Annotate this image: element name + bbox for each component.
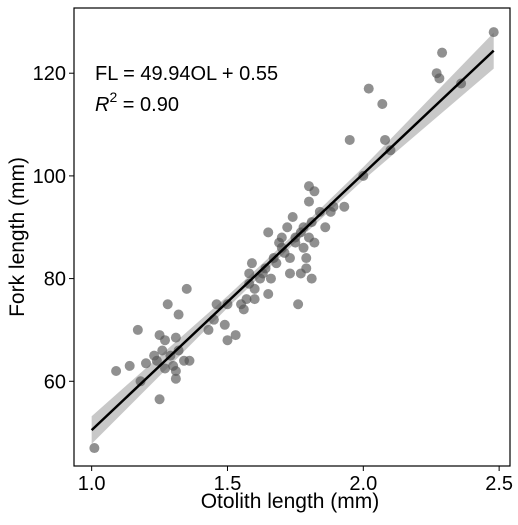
data-point [301, 263, 312, 274]
x-tick-label: 1.5 [214, 473, 242, 495]
y-tick-label: 80 [44, 269, 66, 291]
data-point [377, 99, 388, 110]
data-point [301, 253, 312, 264]
data-point [320, 222, 331, 233]
data-point [293, 299, 304, 310]
data-point [140, 358, 151, 369]
fit-line [90, 49, 495, 432]
data-point [284, 253, 295, 264]
equation: FL = 49.94OL + 0.55 [95, 63, 278, 85]
data-point [222, 335, 233, 346]
data-point [246, 258, 257, 269]
data-point [151, 355, 162, 366]
data-point [282, 222, 293, 233]
data-point [111, 366, 122, 377]
data-point [358, 170, 369, 181]
data-point [434, 73, 445, 84]
data-point [339, 201, 350, 212]
data-point [276, 232, 287, 243]
r-value: = 0.90 [117, 94, 179, 116]
x-tick-label: 2.0 [349, 473, 377, 495]
data-point [306, 273, 317, 284]
data-point [181, 283, 192, 294]
data-point [271, 258, 282, 269]
data-point [249, 294, 260, 305]
data-point [284, 268, 295, 279]
data-point [132, 324, 143, 335]
data-point [184, 355, 195, 366]
data-point [157, 345, 168, 356]
data-point [203, 324, 214, 335]
data-point [173, 309, 184, 320]
data-point [303, 196, 314, 207]
data-point [260, 263, 271, 274]
data-point [173, 345, 184, 356]
data-point [230, 330, 241, 341]
data-point [124, 360, 135, 371]
r-exponent: 2 [109, 89, 117, 105]
data-point [160, 335, 171, 346]
y-tick-label: 120 [33, 63, 66, 85]
data-point [238, 304, 249, 315]
data-point [380, 134, 391, 145]
data-point [314, 206, 325, 217]
data-point [244, 268, 255, 279]
data-point [287, 211, 298, 222]
data-point [170, 366, 181, 377]
data-point [160, 363, 171, 374]
x-axis-label: Otolith length (mm) [201, 490, 380, 513]
x-tick-label: 1.0 [78, 473, 106, 495]
data-point [211, 299, 222, 310]
data-point [222, 299, 233, 310]
data-point [89, 443, 100, 454]
y-tick-label: 60 [44, 371, 66, 393]
x-tick-label: 2.5 [485, 473, 513, 495]
r-squared: R2 = 0.90 [95, 89, 179, 116]
y-axis-label: Fork length (mm) [6, 157, 29, 317]
data-point [170, 373, 181, 384]
data-point [154, 394, 165, 405]
data-point [249, 283, 260, 294]
data-point [385, 145, 396, 156]
data-point [263, 288, 274, 299]
data-point [241, 294, 252, 305]
data-point [344, 134, 355, 145]
data-point [298, 222, 309, 233]
data-point [488, 27, 499, 38]
data-point [170, 332, 181, 343]
data-point [135, 376, 146, 387]
data-point [437, 47, 448, 58]
data-point [309, 186, 320, 197]
data-point [162, 299, 173, 310]
data-point [456, 78, 467, 89]
data-point [298, 242, 309, 253]
data-point [309, 237, 320, 248]
data-point [219, 319, 230, 330]
data-point [265, 273, 276, 284]
r-symbol: R [95, 94, 109, 116]
y-tick-label: 100 [33, 166, 66, 188]
data-point [363, 83, 374, 94]
plot-frame [73, 7, 511, 467]
data-point [263, 227, 274, 238]
